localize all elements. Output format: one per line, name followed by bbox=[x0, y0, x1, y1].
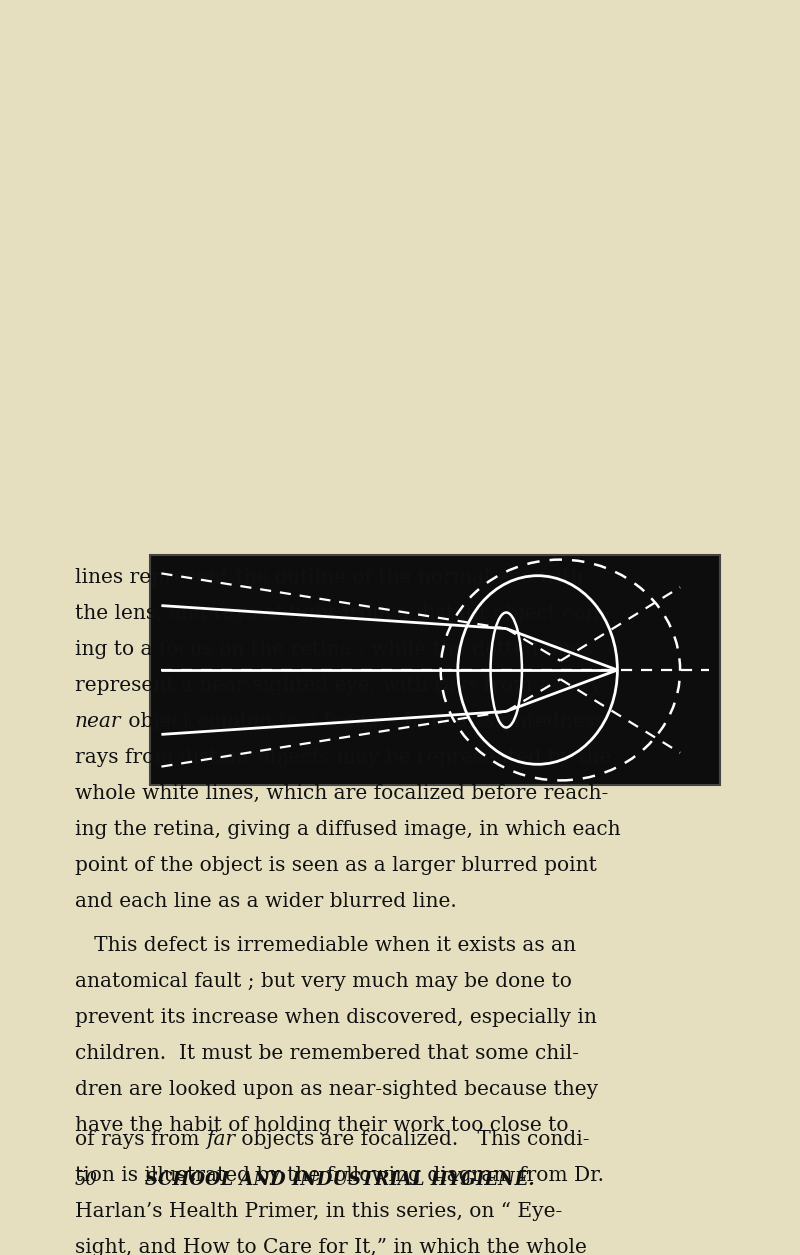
Text: dren are looked upon as near-sighted because they: dren are looked upon as near-sighted bec… bbox=[75, 1081, 598, 1099]
Text: represent a near-sighted eye, with rays from a very: represent a near-sighted eye, with rays … bbox=[75, 676, 602, 695]
Text: object coming to a focus.   In near-sightedness,: object coming to a focus. In near-sighte… bbox=[122, 712, 611, 730]
Text: near: near bbox=[75, 712, 122, 730]
Text: lines represent the outline of the normal eye with: lines represent the outline of the norma… bbox=[75, 569, 583, 587]
Text: have the habit of holding their work too close to: have the habit of holding their work too… bbox=[75, 1116, 569, 1135]
Text: ing the retina, giving a diffused image, in which each: ing the retina, giving a diffused image,… bbox=[75, 820, 621, 840]
Text: prevent its increase when discovered, especially in: prevent its increase when discovered, es… bbox=[75, 1008, 597, 1027]
Text: objects are focalized.   This condi-: objects are focalized. This condi- bbox=[235, 1130, 590, 1150]
Text: 50: 50 bbox=[75, 1171, 98, 1188]
Text: whole white lines, which are focalized before reach-: whole white lines, which are focalized b… bbox=[75, 784, 608, 803]
Text: SCHOOL AND INDUSTRIAL HYGIENE.: SCHOOL AND INDUSTRIAL HYGIENE. bbox=[145, 1171, 534, 1188]
Bar bbox=[150, 555, 720, 784]
Text: ing to a focus on the retina ; while the dotted lines: ing to a focus on the retina ; while the… bbox=[75, 640, 593, 659]
Text: children.  It must be remembered that some chil-: children. It must be remembered that som… bbox=[75, 1044, 579, 1063]
Text: Harlan’s Health Primer, in this series, on “ Eye-: Harlan’s Health Primer, in this series, … bbox=[75, 1202, 562, 1221]
Text: of rays from: of rays from bbox=[75, 1130, 206, 1150]
Text: tion is illustrated by the following diagram from Dr.: tion is illustrated by the following dia… bbox=[75, 1166, 604, 1185]
Text: This defect is irremediable when it exists as an: This defect is irremediable when it exis… bbox=[75, 936, 576, 955]
Text: rays from distant objects may be represented by the: rays from distant objects may be represe… bbox=[75, 748, 611, 767]
Text: and each line as a wider blurred line.: and each line as a wider blurred line. bbox=[75, 892, 457, 911]
Text: anatomical fault ; but very much may be done to: anatomical fault ; but very much may be … bbox=[75, 973, 572, 991]
Text: sight, and How to Care for It,” in which the whole: sight, and How to Care for It,” in which… bbox=[75, 1237, 587, 1255]
Text: the lens, and rays of light from a distant object com-: the lens, and rays of light from a dista… bbox=[75, 604, 612, 622]
Text: point of the object is seen as a larger blurred point: point of the object is seen as a larger … bbox=[75, 856, 597, 875]
Text: far: far bbox=[206, 1130, 235, 1150]
